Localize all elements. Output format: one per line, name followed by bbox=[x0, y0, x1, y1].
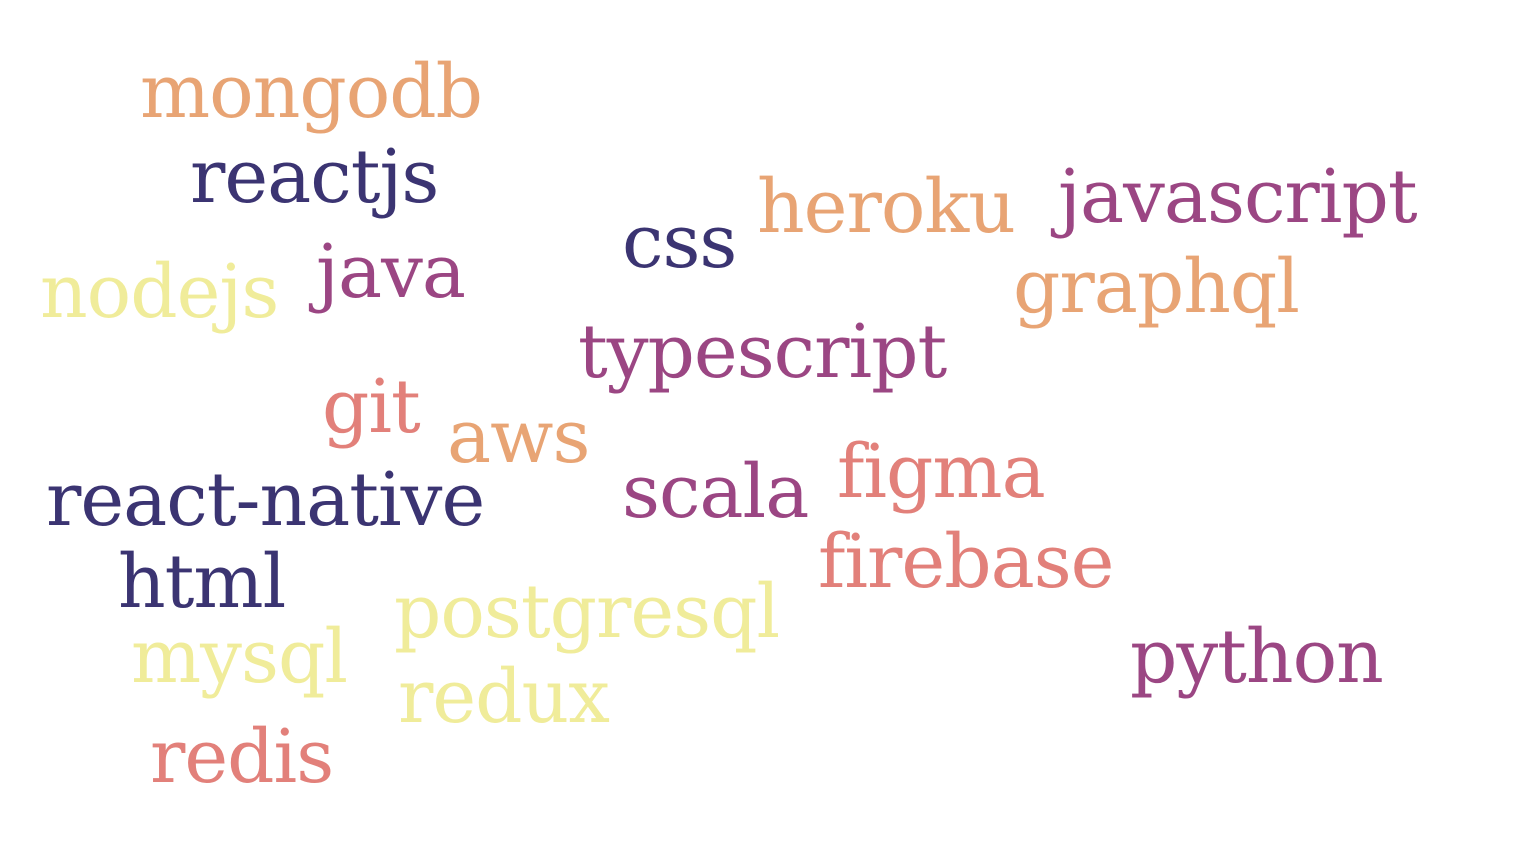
word-mysql: mysql bbox=[131, 614, 348, 700]
word-redux: redux bbox=[398, 654, 610, 740]
word-heroku: heroku bbox=[757, 164, 1016, 250]
word-graphql: graphql bbox=[1013, 244, 1300, 330]
word-javascript: javascript bbox=[1058, 154, 1418, 240]
word-aws: aws bbox=[447, 394, 590, 480]
word-html: html bbox=[118, 539, 286, 625]
word-nodejs: nodejs bbox=[40, 249, 279, 335]
word-css: css bbox=[622, 199, 737, 285]
word-reactjs: reactjs bbox=[190, 134, 439, 220]
word-mongodb: mongodb bbox=[140, 49, 483, 135]
word-git: git bbox=[322, 364, 421, 450]
word-redis: redis bbox=[150, 714, 334, 800]
word-scala: scala bbox=[622, 449, 809, 535]
word-figma: figma bbox=[837, 429, 1046, 515]
word-react-native: react-native bbox=[46, 457, 485, 543]
word-python: python bbox=[1130, 614, 1384, 700]
word-java: java bbox=[316, 229, 466, 315]
word-typescript: typescript bbox=[578, 309, 947, 395]
word-firebase: firebase bbox=[818, 519, 1114, 605]
word-postgresql: postgresql bbox=[394, 569, 780, 655]
